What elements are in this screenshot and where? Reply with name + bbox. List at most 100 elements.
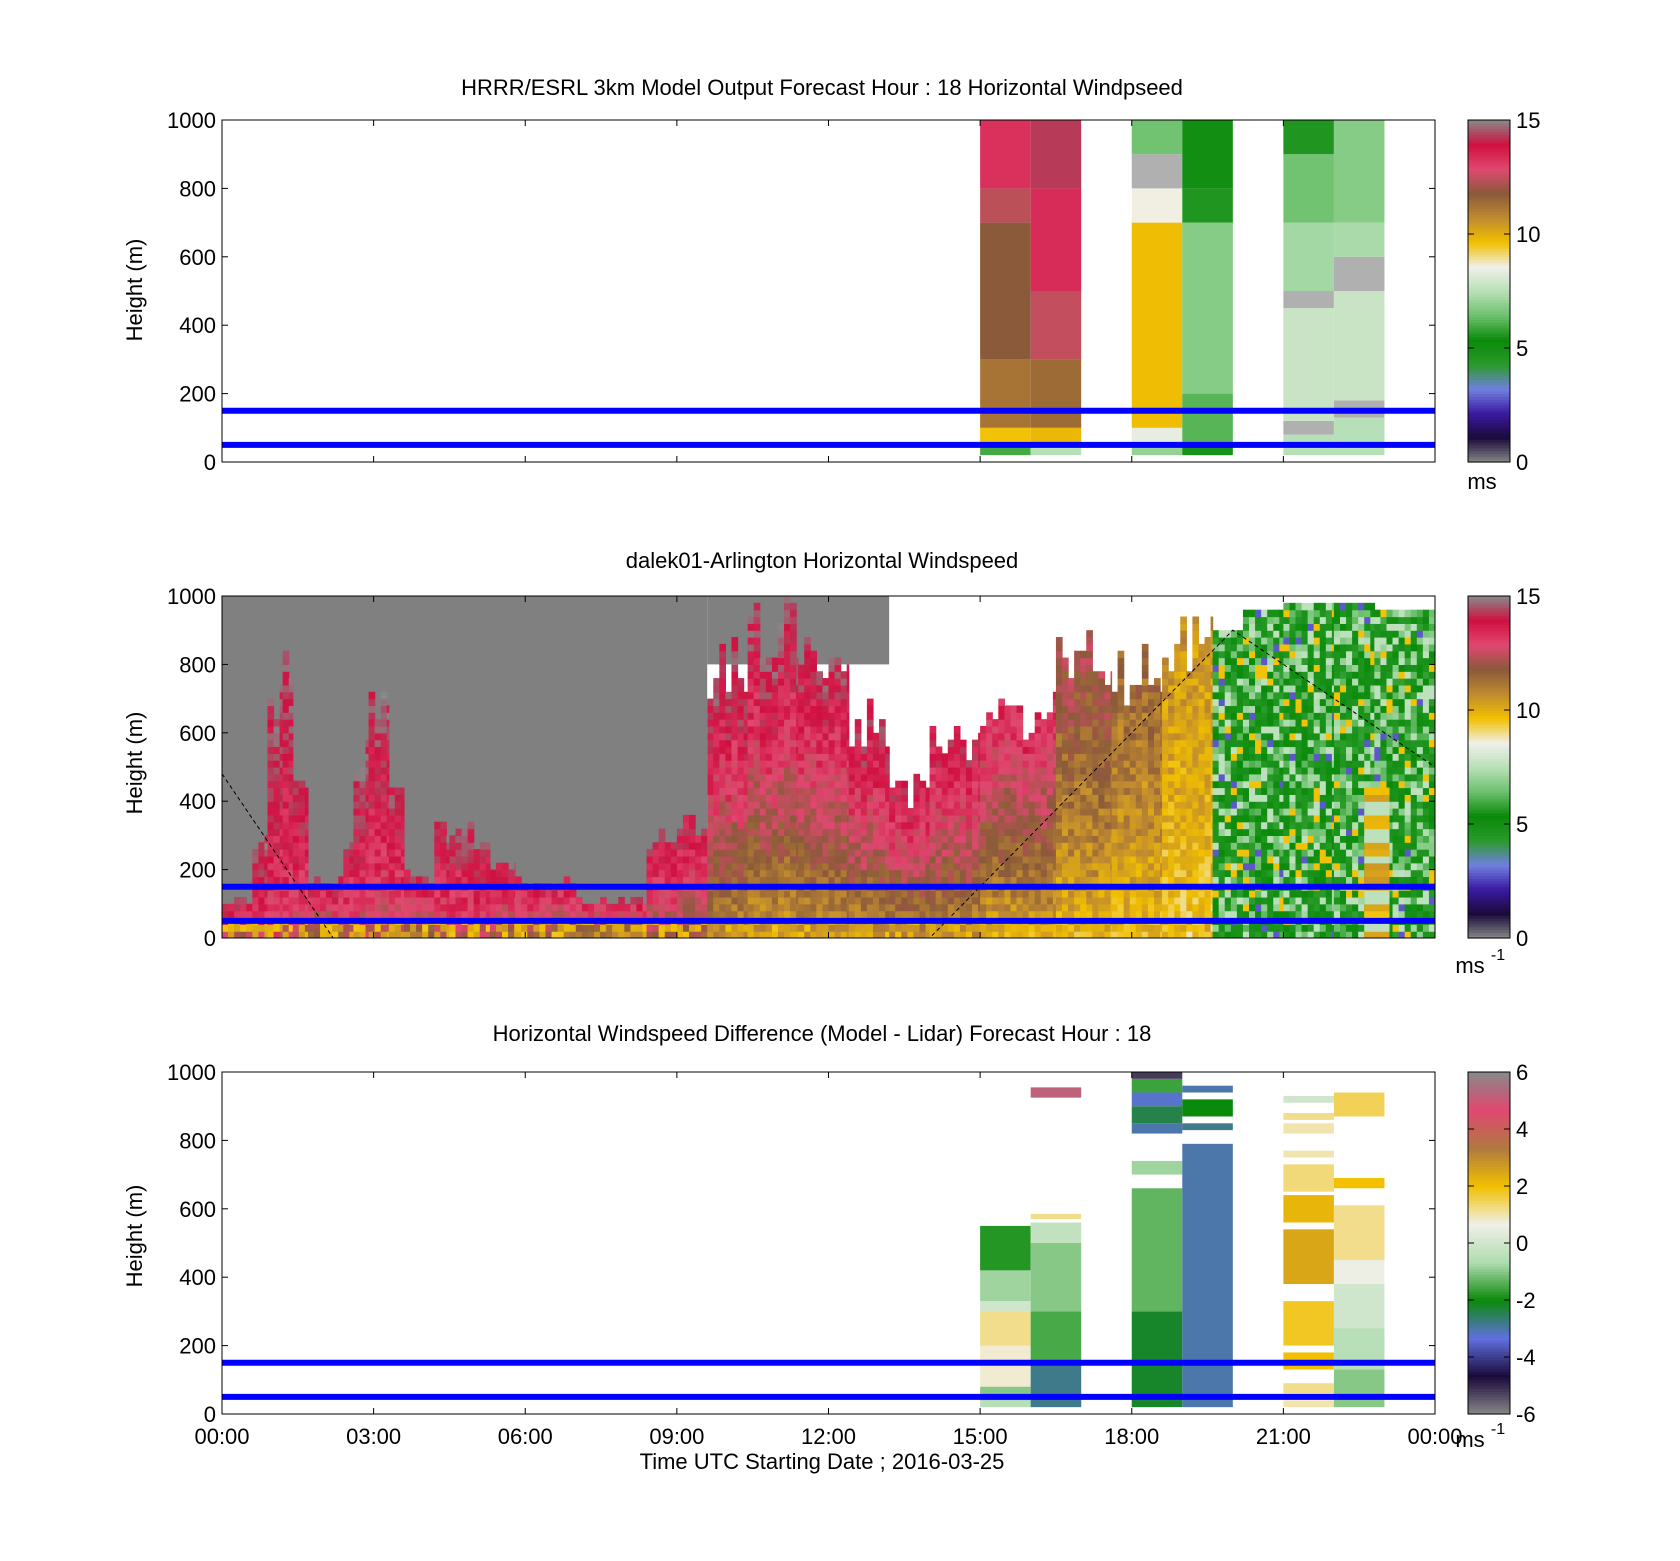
data-cell bbox=[879, 773, 886, 782]
data-cell bbox=[1147, 712, 1155, 720]
data-cell bbox=[1141, 910, 1149, 919]
data-cell bbox=[422, 890, 429, 898]
data-cell bbox=[998, 855, 1005, 864]
data-cell bbox=[1249, 691, 1256, 700]
data-cell bbox=[1055, 698, 1063, 707]
data-cell bbox=[1147, 746, 1155, 754]
data-cell bbox=[1192, 719, 1200, 727]
data-cell bbox=[359, 931, 367, 938]
data-cell bbox=[1110, 828, 1113, 836]
data-cell bbox=[1046, 787, 1054, 795]
data-cell bbox=[1016, 739, 1024, 748]
data-cell bbox=[1074, 684, 1081, 693]
data-cell bbox=[1218, 746, 1226, 754]
data-cell bbox=[846, 698, 850, 707]
data-cell bbox=[1180, 650, 1187, 659]
data-cell bbox=[790, 773, 797, 782]
data-cell bbox=[1192, 678, 1200, 686]
data-cell bbox=[380, 801, 388, 809]
data-cell bbox=[879, 924, 886, 932]
data-cell bbox=[1034, 821, 1042, 830]
data-cell bbox=[368, 808, 376, 816]
data-cell bbox=[1055, 924, 1063, 932]
data-cell bbox=[1052, 780, 1057, 789]
data-cell bbox=[901, 931, 908, 938]
data-cell bbox=[747, 630, 755, 638]
data-cell bbox=[1034, 896, 1042, 905]
data-cell bbox=[440, 835, 448, 843]
data-cell bbox=[1147, 876, 1155, 884]
data-cell bbox=[707, 855, 714, 864]
data-cell bbox=[575, 896, 583, 905]
data-cell bbox=[282, 684, 290, 693]
data-cell bbox=[777, 671, 785, 679]
data-cell bbox=[798, 794, 805, 802]
data-cell bbox=[707, 801, 714, 809]
data-cell bbox=[1204, 931, 1212, 938]
data-cell bbox=[771, 849, 779, 857]
data-cell bbox=[569, 896, 577, 905]
data-cell bbox=[771, 664, 779, 672]
data-cell bbox=[784, 657, 791, 665]
data-cell bbox=[359, 801, 367, 809]
data-cell bbox=[953, 835, 961, 843]
data-cell bbox=[747, 890, 755, 898]
data-cell bbox=[816, 698, 824, 707]
data-cell bbox=[848, 760, 856, 768]
data-cell bbox=[600, 931, 607, 938]
data-cell bbox=[304, 801, 309, 809]
data-cell bbox=[784, 767, 791, 775]
colorbar-swatch bbox=[1468, 236, 1510, 241]
data-cell bbox=[810, 896, 817, 905]
data-cell bbox=[1212, 787, 1220, 795]
data-cell bbox=[1123, 705, 1131, 713]
data-cell bbox=[1147, 732, 1155, 741]
data-cell bbox=[267, 780, 275, 789]
data-cell bbox=[810, 787, 817, 795]
data-cell bbox=[1192, 842, 1200, 850]
data-cell bbox=[428, 931, 435, 938]
data-cell bbox=[840, 671, 848, 679]
data-cell bbox=[1230, 650, 1238, 659]
data-cell bbox=[670, 924, 678, 932]
data-cell bbox=[777, 725, 785, 734]
data-cell bbox=[1068, 821, 1075, 830]
data-cell bbox=[313, 931, 321, 938]
data-cell bbox=[434, 855, 441, 864]
data-cell bbox=[872, 773, 880, 782]
data-cell bbox=[386, 719, 390, 727]
data-cell bbox=[1135, 725, 1143, 734]
data-cell bbox=[1236, 828, 1244, 836]
data-cell bbox=[737, 678, 745, 686]
data-cell bbox=[1010, 924, 1018, 932]
data-cell bbox=[1236, 643, 1244, 652]
data-cell bbox=[1022, 835, 1030, 843]
data-cell bbox=[765, 746, 773, 754]
data-cell bbox=[1230, 821, 1238, 830]
data-cell bbox=[810, 794, 817, 802]
data-cell bbox=[784, 739, 791, 748]
data-cell bbox=[953, 869, 961, 878]
colorbar-swatch bbox=[1468, 285, 1510, 289]
data-cell bbox=[753, 903, 761, 912]
data-cell bbox=[473, 931, 481, 938]
data-cell bbox=[682, 862, 690, 871]
data-cell bbox=[495, 869, 503, 878]
data-cell bbox=[1204, 842, 1212, 850]
data-cell bbox=[563, 910, 571, 919]
data-cell bbox=[765, 787, 773, 795]
data-cell bbox=[1212, 855, 1220, 864]
data-cell bbox=[846, 931, 850, 938]
data-cell bbox=[784, 773, 791, 782]
data-cell bbox=[1192, 753, 1200, 761]
data-cell bbox=[282, 753, 290, 761]
data-cell bbox=[895, 903, 902, 912]
data-cell bbox=[901, 808, 908, 816]
data-cell bbox=[1016, 890, 1024, 898]
data-cell bbox=[1212, 896, 1220, 905]
data-cell bbox=[304, 814, 309, 823]
data-cell bbox=[1074, 794, 1081, 802]
data-cell bbox=[1080, 842, 1087, 850]
colorbar-swatch bbox=[1468, 387, 1510, 392]
data-cell bbox=[282, 835, 290, 843]
